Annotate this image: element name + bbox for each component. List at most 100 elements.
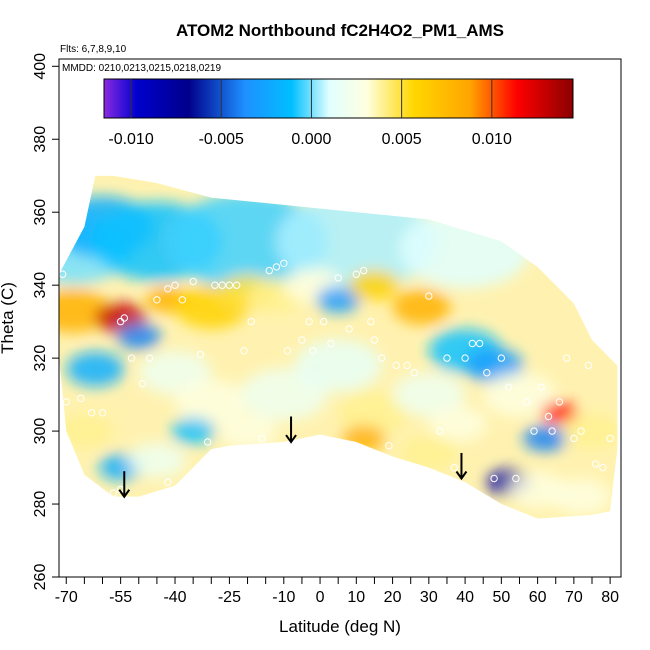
x-axis: -70 -55 -40 -25 -10 0 10 20 30 40 50 60 70 80 — [55, 577, 619, 606]
y-tick-label: 360 — [32, 199, 49, 226]
field-patch — [316, 286, 361, 313]
colorbar-tick-label: 0.010 — [472, 131, 512, 148]
field-patch — [392, 289, 451, 325]
field-patch — [552, 479, 611, 515]
sample-point — [461, 354, 469, 362]
sample-point — [555, 398, 564, 406]
sample-point — [378, 354, 386, 362]
x-tick-label: -25 — [218, 589, 241, 606]
sample-point — [320, 317, 328, 326]
sample-points — [58, 259, 614, 497]
sample-point — [305, 317, 313, 326]
theta-latitude-field — [59, 175, 618, 519]
y-tick-label: 280 — [32, 491, 49, 518]
sample-point — [87, 409, 96, 417]
sample-point — [164, 478, 172, 486]
sample-point — [233, 281, 241, 289]
sample-point — [164, 285, 172, 293]
sample-point — [483, 369, 491, 377]
sample-point — [359, 266, 368, 275]
sample-point — [450, 463, 458, 472]
sample-point — [247, 317, 255, 326]
sample-point — [544, 412, 553, 421]
field-patch — [563, 413, 618, 449]
sample-point — [153, 296, 161, 304]
sample-point — [171, 281, 179, 289]
colorbar-ticks: -0.010 -0.005 0.000 0.005 0.010 — [108, 79, 512, 148]
y-tick-label: 260 — [32, 564, 49, 591]
dates-label: MMDD: 0210,0213,0215,0218,0219 — [62, 63, 221, 74]
sample-point — [537, 383, 545, 391]
field-patch — [294, 339, 382, 392]
sample-point — [599, 463, 607, 472]
sample-point — [138, 380, 147, 388]
sample-point — [298, 336, 306, 344]
arrow-annotations — [118, 416, 468, 499]
y-tick-label: 320 — [32, 345, 49, 372]
sample-point — [606, 434, 614, 443]
sample-point — [512, 474, 520, 483]
down-arrow — [118, 471, 131, 499]
colorbar-tick-label: -0.005 — [199, 131, 244, 148]
sample-point — [410, 369, 418, 377]
x-tick-label: 0 — [316, 589, 325, 606]
field-patch — [523, 425, 567, 452]
x-tick-label: 20 — [384, 589, 402, 606]
x-tick-label: -40 — [163, 589, 186, 606]
sample-point — [403, 361, 411, 370]
field-patch — [483, 372, 556, 417]
y-tick-label: 380 — [32, 126, 49, 153]
sample-point — [367, 317, 375, 326]
y-axis-label: Theta (C) — [0, 282, 17, 354]
sample-point — [109, 489, 118, 497]
x-tick-label: 50 — [492, 589, 510, 606]
x-tick-label: -70 — [55, 589, 78, 606]
field-patch — [338, 390, 411, 435]
field-patch — [117, 323, 161, 350]
field-patch — [399, 209, 531, 289]
down-arrow — [285, 416, 297, 444]
sample-point — [385, 442, 393, 450]
sample-point — [189, 277, 197, 286]
sample-point — [530, 427, 538, 435]
y-tick-label: 340 — [32, 272, 49, 299]
field-patch — [171, 417, 215, 445]
sample-point — [240, 347, 248, 355]
field-patch — [59, 288, 110, 333]
sample-point — [436, 427, 444, 435]
sample-point — [204, 438, 212, 446]
sample-point — [570, 434, 578, 443]
field-patch — [399, 435, 458, 471]
x-axis-label: Latitude (deg N) — [279, 617, 401, 636]
sample-point — [370, 336, 379, 344]
colorbar-tick-label: 0.000 — [291, 131, 331, 148]
sample-point — [196, 350, 205, 359]
sample-point — [345, 325, 353, 333]
sample-point — [468, 339, 476, 348]
field-patch — [349, 269, 400, 301]
sample-point — [283, 347, 292, 355]
field-patch — [541, 401, 578, 424]
field-patch — [175, 379, 248, 424]
field-patch — [276, 193, 437, 290]
sample-point — [120, 314, 129, 322]
colorbar-tick-label: -0.010 — [108, 131, 153, 148]
chart-title: ATOM2 Northbound fC2H4O2_PM1_AMS — [176, 21, 504, 40]
sample-point — [178, 296, 187, 304]
y-tick-label: 400 — [32, 53, 49, 80]
field-patch — [59, 413, 114, 449]
field-patch — [428, 406, 487, 442]
sample-point — [548, 427, 556, 435]
y-axis: 260 280 300 320 340 360 380 400 — [32, 53, 59, 591]
x-tick-label: -10 — [272, 589, 295, 606]
colorbar — [103, 78, 574, 119]
sample-point — [127, 354, 136, 362]
x-tick-label: 30 — [420, 589, 438, 606]
sample-point — [77, 394, 85, 402]
field-patch — [392, 372, 466, 417]
sample-point — [258, 434, 266, 443]
sample-point — [352, 270, 360, 278]
sample-point — [497, 354, 505, 362]
sample-point — [490, 474, 498, 483]
sample-point — [475, 339, 484, 348]
